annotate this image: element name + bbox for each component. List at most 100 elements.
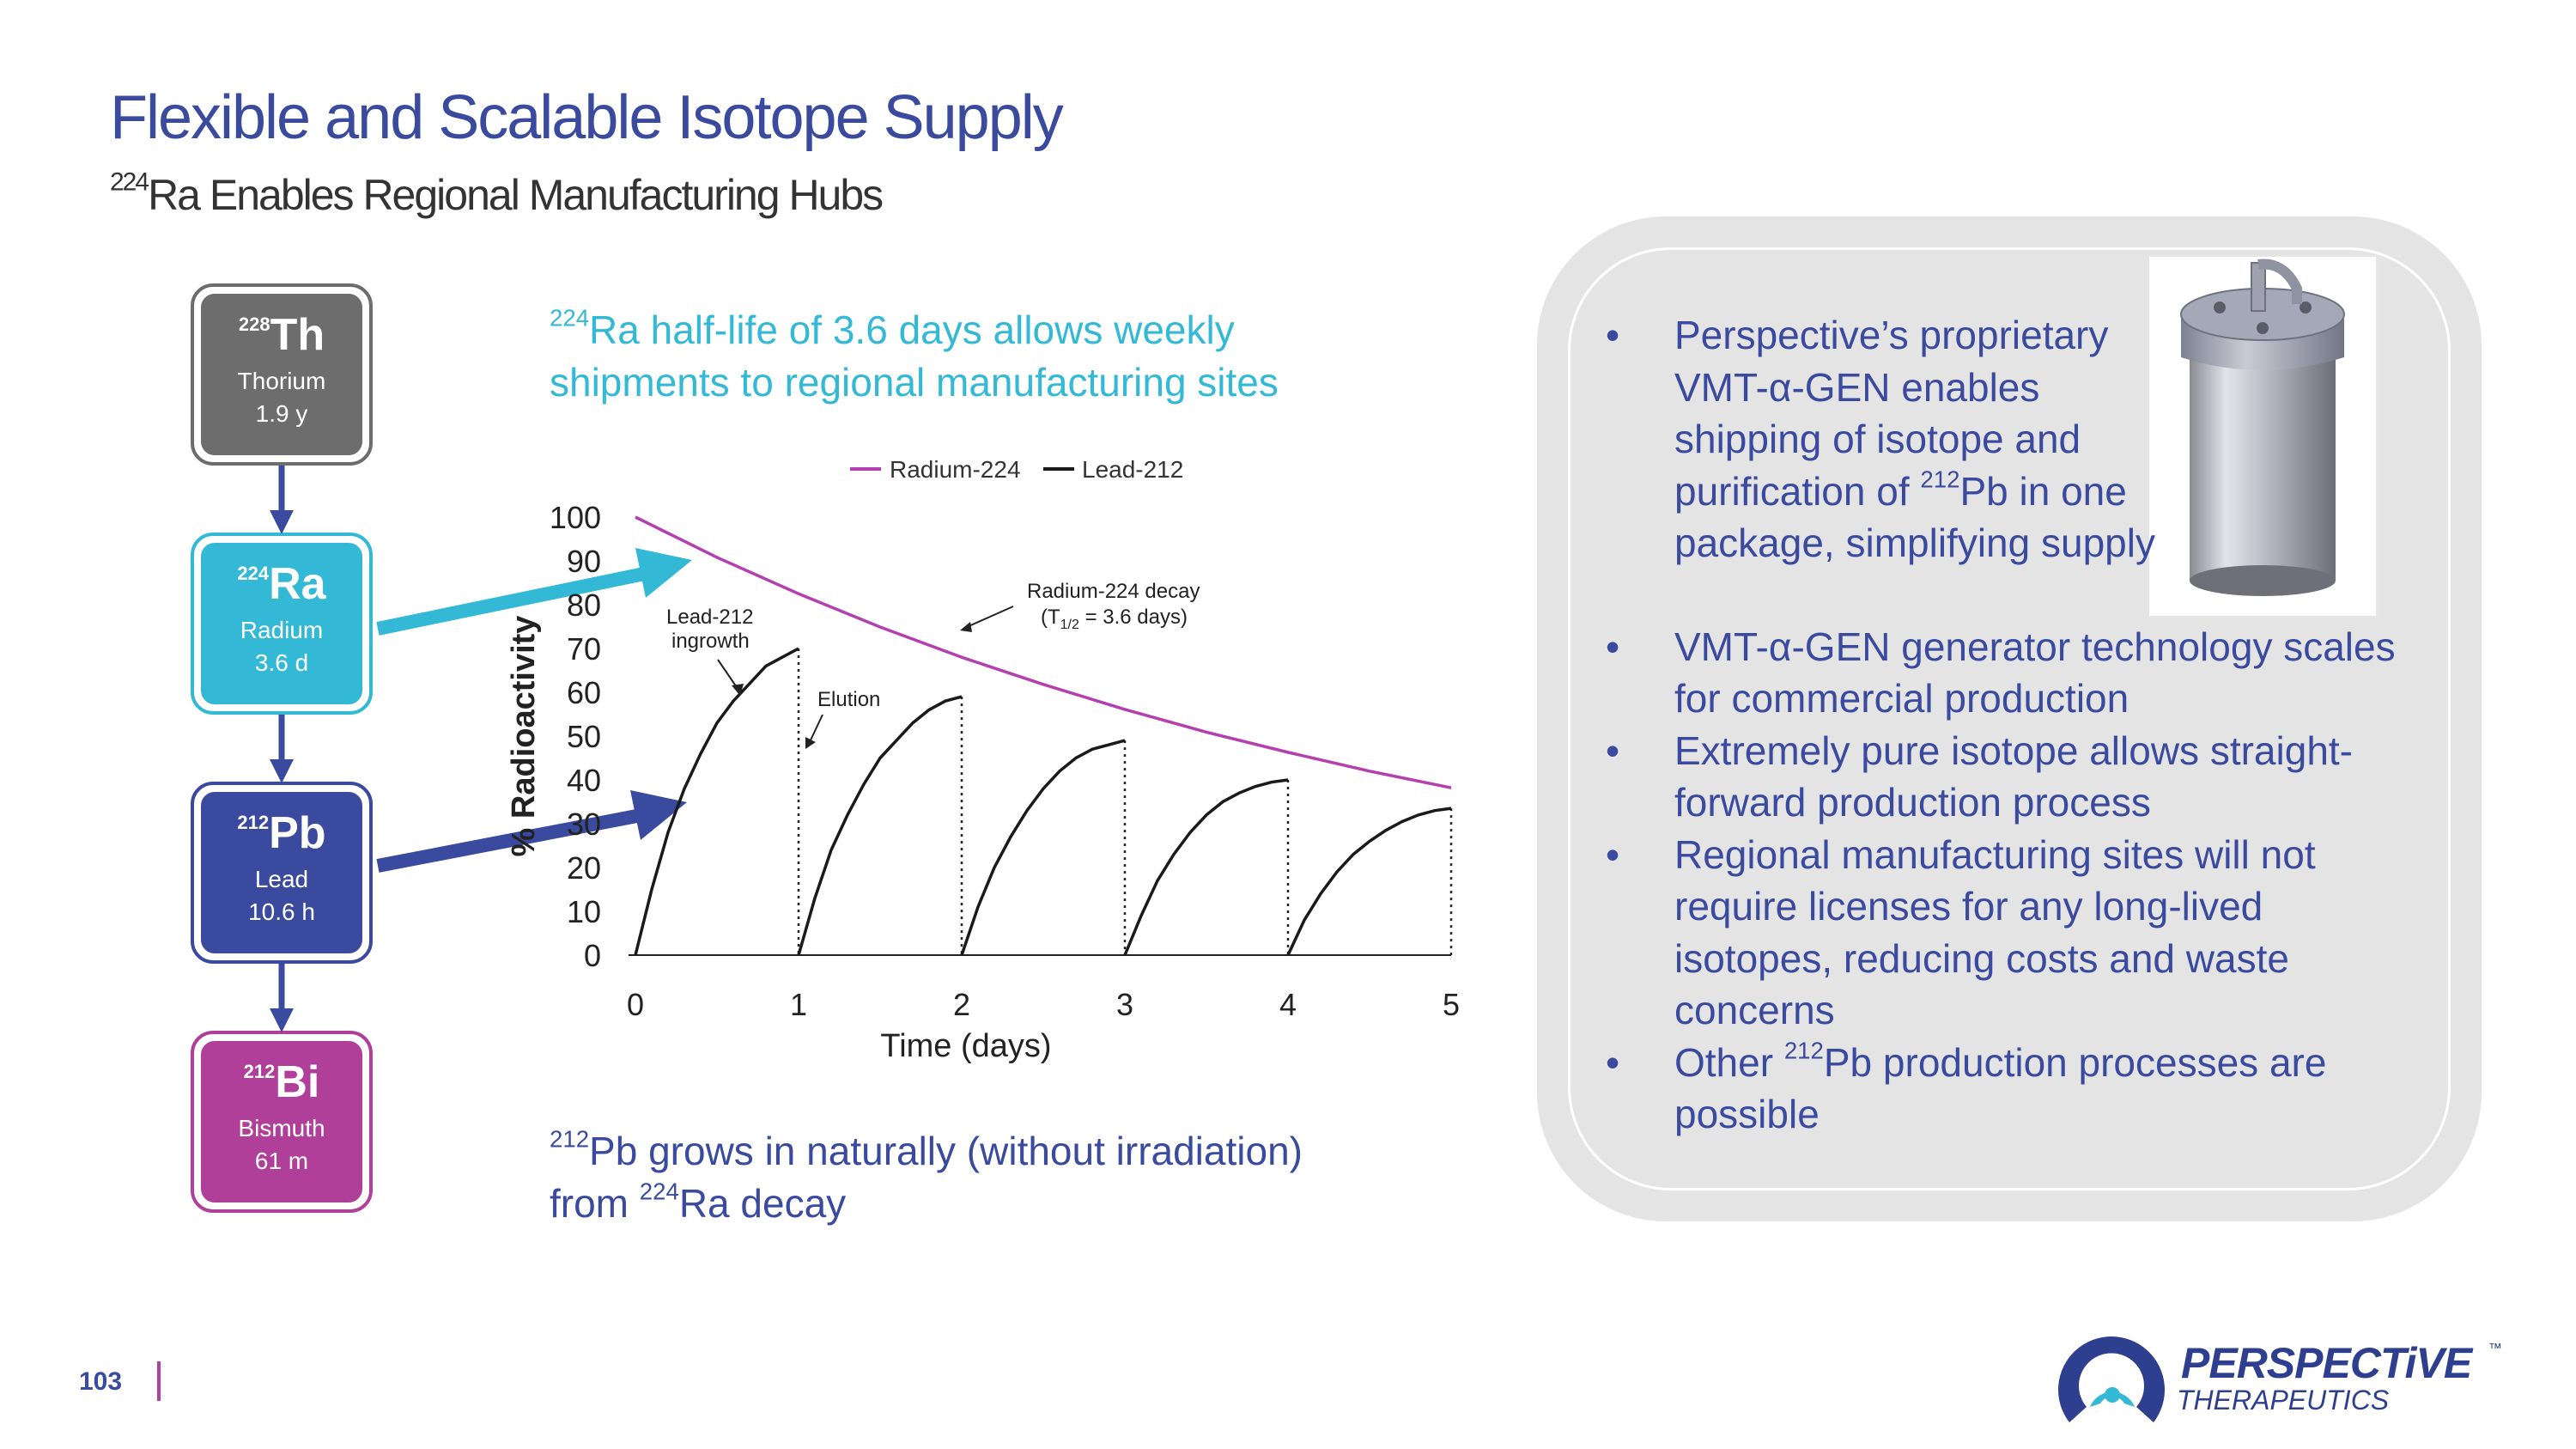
y-tick-label: 60 bbox=[567, 675, 601, 710]
bullet-item: • Other 212Pb production processes are p… bbox=[1606, 1037, 2404, 1141]
symbol-letters: Pb bbox=[269, 808, 326, 858]
bullet-line: require licenses for any long-lived bbox=[1674, 884, 2263, 928]
bullet-item: • Regional manufacturing sites will not … bbox=[1606, 829, 2404, 1037]
x-tick-label: 3 bbox=[1116, 987, 1133, 1022]
bullet-line: purification of 212Pb in one bbox=[1674, 466, 2155, 518]
bullet-line: forward production process bbox=[1674, 780, 2151, 825]
bullet-dot: • bbox=[1606, 624, 1620, 669]
symbol-letters: Th bbox=[270, 310, 325, 360]
bullet-dot: • bbox=[1606, 831, 1620, 877]
y-tick-label: 40 bbox=[567, 763, 601, 798]
callout-line-4: Ra decay bbox=[678, 1181, 847, 1226]
callout-pre: from bbox=[550, 1181, 640, 1226]
element-box-thorium: 228Th Thorium 1.9 y bbox=[196, 289, 368, 460]
element-box-lead: 212Pb Lead 10.6 h bbox=[196, 787, 368, 959]
callout-line-1: Ra half-life of 3.6 days allows weekly bbox=[589, 307, 1235, 352]
series-lead-212-segment bbox=[634, 647, 799, 956]
slide-title: Flexible and Scalable Isotope Supply bbox=[110, 83, 1064, 152]
bullet-dot: • bbox=[1606, 728, 1620, 773]
bullet-line: package, simplifying supply bbox=[1674, 521, 2155, 565]
callout-sup-1: 212 bbox=[550, 1125, 590, 1153]
element-box-border bbox=[191, 283, 373, 466]
symbol-letters: Bi bbox=[275, 1057, 320, 1107]
radioactivity-chart: 0 10 20 30 40 50 60 70 80 90 100 0 1 2 3 4 5 Time (days)%… bbox=[506, 456, 1460, 1064]
annotation-elution: Elution bbox=[817, 688, 880, 711]
element-half-life: 3.6 d bbox=[254, 649, 309, 676]
x-tick-label: 5 bbox=[1443, 987, 1460, 1022]
annotation-decay-pointer bbox=[966, 606, 1014, 628]
annotation-decay-1: Radium-224 decay bbox=[1027, 580, 1200, 603]
page-number: 103 bbox=[79, 1367, 123, 1396]
navy-pointer-arrow bbox=[376, 807, 647, 873]
element-symbol: 228Th bbox=[201, 309, 362, 361]
subtitle-text: Ra Enables Regional Manufacturing Hubs bbox=[148, 171, 884, 219]
element-half-life: 10.6 h bbox=[248, 898, 315, 925]
annotation-elution-pointer bbox=[808, 714, 823, 745]
x-tick-label: 0 bbox=[627, 987, 644, 1022]
ingrowth-callout: 212Pb grows in naturally (without irradi… bbox=[550, 1125, 1303, 1230]
element-symbol: 212Bi bbox=[201, 1056, 362, 1108]
series-lead-212-segment bbox=[1286, 807, 1452, 956]
bullet-line: Extremely pure isotope allows straight- bbox=[1674, 728, 2353, 773]
mass-number: 212 bbox=[243, 1061, 276, 1082]
bullet-line: for commercial production bbox=[1674, 676, 2129, 721]
y-tick-label: 0 bbox=[584, 938, 601, 973]
element-symbol: 224Ra bbox=[201, 558, 362, 610]
annotation-ingrowth-1: Lead-212 bbox=[666, 606, 753, 629]
bullet-line: Other 212Pb production processes are bbox=[1674, 1037, 2404, 1089]
annotation-ingrowth-pointer-head bbox=[732, 684, 744, 696]
bullet-line: concerns bbox=[1674, 988, 1835, 1032]
bullet-item: • VMT-α-GEN generator technology scales … bbox=[1606, 621, 2404, 725]
element-symbol: 212Pb bbox=[201, 807, 362, 859]
y-axis-label: % Radioactivity bbox=[506, 616, 542, 857]
panel-border bbox=[1568, 247, 2451, 1190]
mass-number: 228 bbox=[238, 314, 270, 335]
series-radium-224 bbox=[635, 515, 1452, 789]
bullet-list: • Perspective’s proprietary VMT-α-GEN en… bbox=[1606, 309, 2404, 1141]
element-half-life: 1.9 y bbox=[255, 400, 308, 427]
callout-sup: 224 bbox=[550, 304, 590, 332]
bullet-text: Pb in one bbox=[1959, 468, 2127, 514]
y-tick-label: 90 bbox=[567, 544, 601, 579]
arrow-ra-pb-head bbox=[270, 759, 294, 783]
legend-label-radium: Radium-224 bbox=[890, 456, 1021, 483]
mass-number: 224 bbox=[237, 563, 270, 584]
bullet-dot: • bbox=[1606, 1039, 1620, 1085]
annotation-decay-pointer-head bbox=[960, 622, 972, 632]
x-tick-label: 2 bbox=[953, 987, 970, 1022]
company-logo-name: PERSPECTiVE bbox=[2181, 1339, 2472, 1387]
halflife-callout: 224Ra half-life of 3.6 days allows weekl… bbox=[550, 304, 1279, 409]
x-tick-label: 4 bbox=[1279, 987, 1297, 1022]
bullet-text: Other bbox=[1674, 1039, 1784, 1085]
bullet-line: isotopes, reducing costs and waste bbox=[1674, 935, 2289, 981]
generator-device-image bbox=[2148, 255, 2378, 618]
arrow-th-ra-head bbox=[270, 510, 294, 534]
bullet-sup: 212 bbox=[1920, 465, 1960, 492]
bullet-line: possible bbox=[1674, 1092, 1820, 1136]
bullet-text: purification of bbox=[1674, 468, 1921, 514]
arrow-pb-bi-head bbox=[270, 1008, 294, 1032]
annotation-decay-2: (T1/2 = 3.6 days) bbox=[1041, 606, 1188, 632]
element-name: Thorium bbox=[237, 368, 326, 394]
navy-pointer-arrow-head bbox=[630, 790, 687, 840]
bullet-line: VMT-α-GEN enables bbox=[1674, 364, 2040, 410]
mass-number: 212 bbox=[237, 812, 270, 833]
bullet-line: Regional manufacturing sites will not bbox=[1674, 831, 2316, 877]
callout-line-2: shipments to regional manufacturing site… bbox=[550, 360, 1279, 405]
legend-label-lead: Lead-212 bbox=[1082, 456, 1183, 483]
annotation-ingrowth-2: ingrowth bbox=[671, 630, 750, 653]
y-tick-label: 100 bbox=[550, 500, 601, 535]
bullet-item: • Perspective’s proprietary VMT-α-GEN en… bbox=[1606, 309, 2155, 569]
symbol-letters: Ra bbox=[269, 559, 326, 609]
teal-pointer-arrow bbox=[376, 565, 654, 636]
element-box-bismuth: 212Bi Bismuth 61 m bbox=[196, 1036, 368, 1208]
company-logo-mark bbox=[2058, 1336, 2165, 1422]
element-half-life: 61 m bbox=[254, 1148, 309, 1174]
trademark-symbol: ™ bbox=[2488, 1342, 2502, 1356]
element-box-radium: 224Ra Radium 3.6 d bbox=[196, 538, 368, 709]
y-tick-label: 70 bbox=[567, 631, 601, 667]
callout-sup-2: 224 bbox=[639, 1178, 679, 1205]
callout-line-3: Pb grows in naturally (without irradiati… bbox=[589, 1129, 1303, 1173]
y-tick-label: 30 bbox=[567, 807, 601, 842]
